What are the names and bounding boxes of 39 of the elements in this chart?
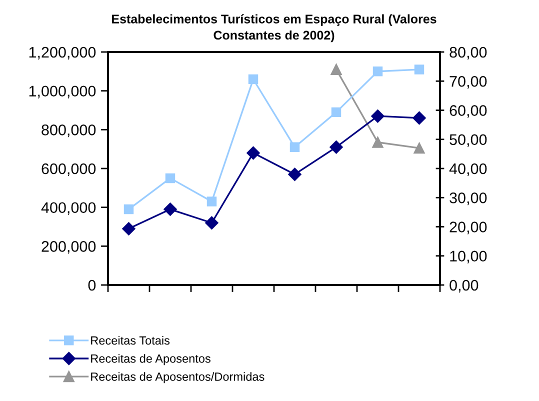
point: [248, 74, 258, 84]
y2-tick-label: 20,00: [450, 222, 487, 234]
y-tick-label: 1,200,000: [29, 46, 96, 60]
legend-label: Receitas Totais: [91, 336, 170, 345]
point: [164, 202, 177, 216]
y-tick-label: 0: [88, 280, 96, 291]
y2-tick-label: 60,00: [450, 105, 487, 118]
y2-tick-label: 30,00: [450, 192, 487, 206]
point: [288, 168, 302, 181]
point: [165, 173, 176, 184]
legend-label: Receitas de Aposentos/Dormidas: [91, 372, 264, 384]
point: [414, 64, 424, 74]
y2-tick-label: 70,00: [450, 76, 487, 89]
point: [206, 196, 217, 206]
y-tick-label: 600,000: [42, 163, 96, 176]
point: [246, 146, 260, 160]
point: [122, 222, 136, 236]
legend-label: Receitas de Aposentos: [91, 354, 210, 366]
point: [290, 142, 300, 152]
y2-tick-label: 80,00: [450, 46, 487, 60]
point: [372, 66, 383, 76]
y-tick-label: 800,000: [42, 124, 96, 138]
y-tick-label: 400,000: [41, 202, 96, 215]
point: [371, 109, 384, 123]
y-tick-label: 200,000: [42, 241, 96, 254]
y2-tick-label: 10,00: [450, 250, 487, 264]
point: [124, 204, 134, 214]
point: [412, 111, 426, 125]
point: [414, 142, 425, 154]
chart-title: Estabelecimentos Turísticos em Espaço Rural (Valores Constantes de 2002): [112, 14, 436, 42]
point: [205, 216, 218, 230]
y-tick-label: 1,000,000: [29, 86, 96, 98]
point: [330, 64, 342, 76]
y2-tick-label: 0,00: [450, 280, 478, 292]
y2-tick-label: 40,00: [449, 163, 487, 176]
point: [372, 136, 384, 148]
point: [331, 107, 342, 118]
y2-tick-label: 50,00: [450, 134, 487, 147]
point: [330, 140, 343, 154]
